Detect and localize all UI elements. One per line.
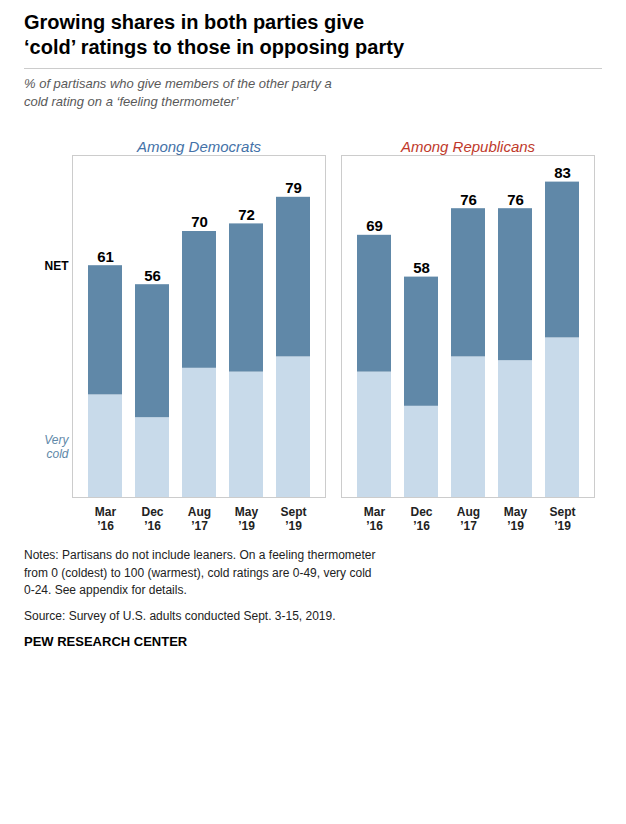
svg-text:70: 70 (191, 214, 208, 231)
svg-text:61: 61 (97, 248, 114, 265)
svg-text:NET: NET (45, 259, 70, 273)
svg-text:83: 83 (554, 164, 571, 181)
svg-text:Mar’16: Mar’16 (364, 505, 386, 533)
svg-text:May’19: May’19 (235, 505, 259, 533)
svg-text:Sept’19: Sept’19 (549, 505, 575, 533)
svg-text:76: 76 (507, 191, 524, 208)
html-text:Notes: Partisans do not includ: Notes: Partisans do not include leaners.… (24, 548, 376, 598)
svg-text:Verycold: Verycold (44, 433, 69, 461)
html-text:Growing shares in both parties: Growing shares in both parties give ‘col… (24, 11, 404, 58)
svg-text:Dec’16: Dec’16 (141, 505, 163, 533)
svg-text:Among Republicans: Among Republicans (400, 139, 536, 156)
svg-text:72: 72 (238, 206, 255, 223)
svg-text:Aug’17: Aug’17 (457, 505, 480, 533)
html-text:PEW RESEARCH CENTER: PEW RESEARCH CENTER (24, 634, 188, 650)
svg-text:Aug’17: Aug’17 (188, 505, 211, 533)
svg-text:May’19: May’19 (504, 505, 528, 533)
svg-text:56: 56 (144, 267, 161, 284)
svg-text:Sept’19: Sept’19 (280, 505, 306, 533)
svg-text:58: 58 (413, 259, 430, 276)
svg-text:Among Democrats: Among Democrats (136, 139, 262, 156)
html-text:% of partisans who give member: % of partisans who give members of the o… (24, 76, 332, 110)
svg-text:79: 79 (285, 179, 302, 196)
svg-text:76: 76 (460, 191, 477, 208)
svg-text:Mar’16: Mar’16 (95, 505, 117, 533)
svg-text:69: 69 (366, 217, 383, 234)
html-text:Source: Survey of U.S. adults: Source: Survey of U.S. adults conducted … (24, 608, 336, 623)
svg-text:Dec’16: Dec’16 (410, 505, 432, 533)
